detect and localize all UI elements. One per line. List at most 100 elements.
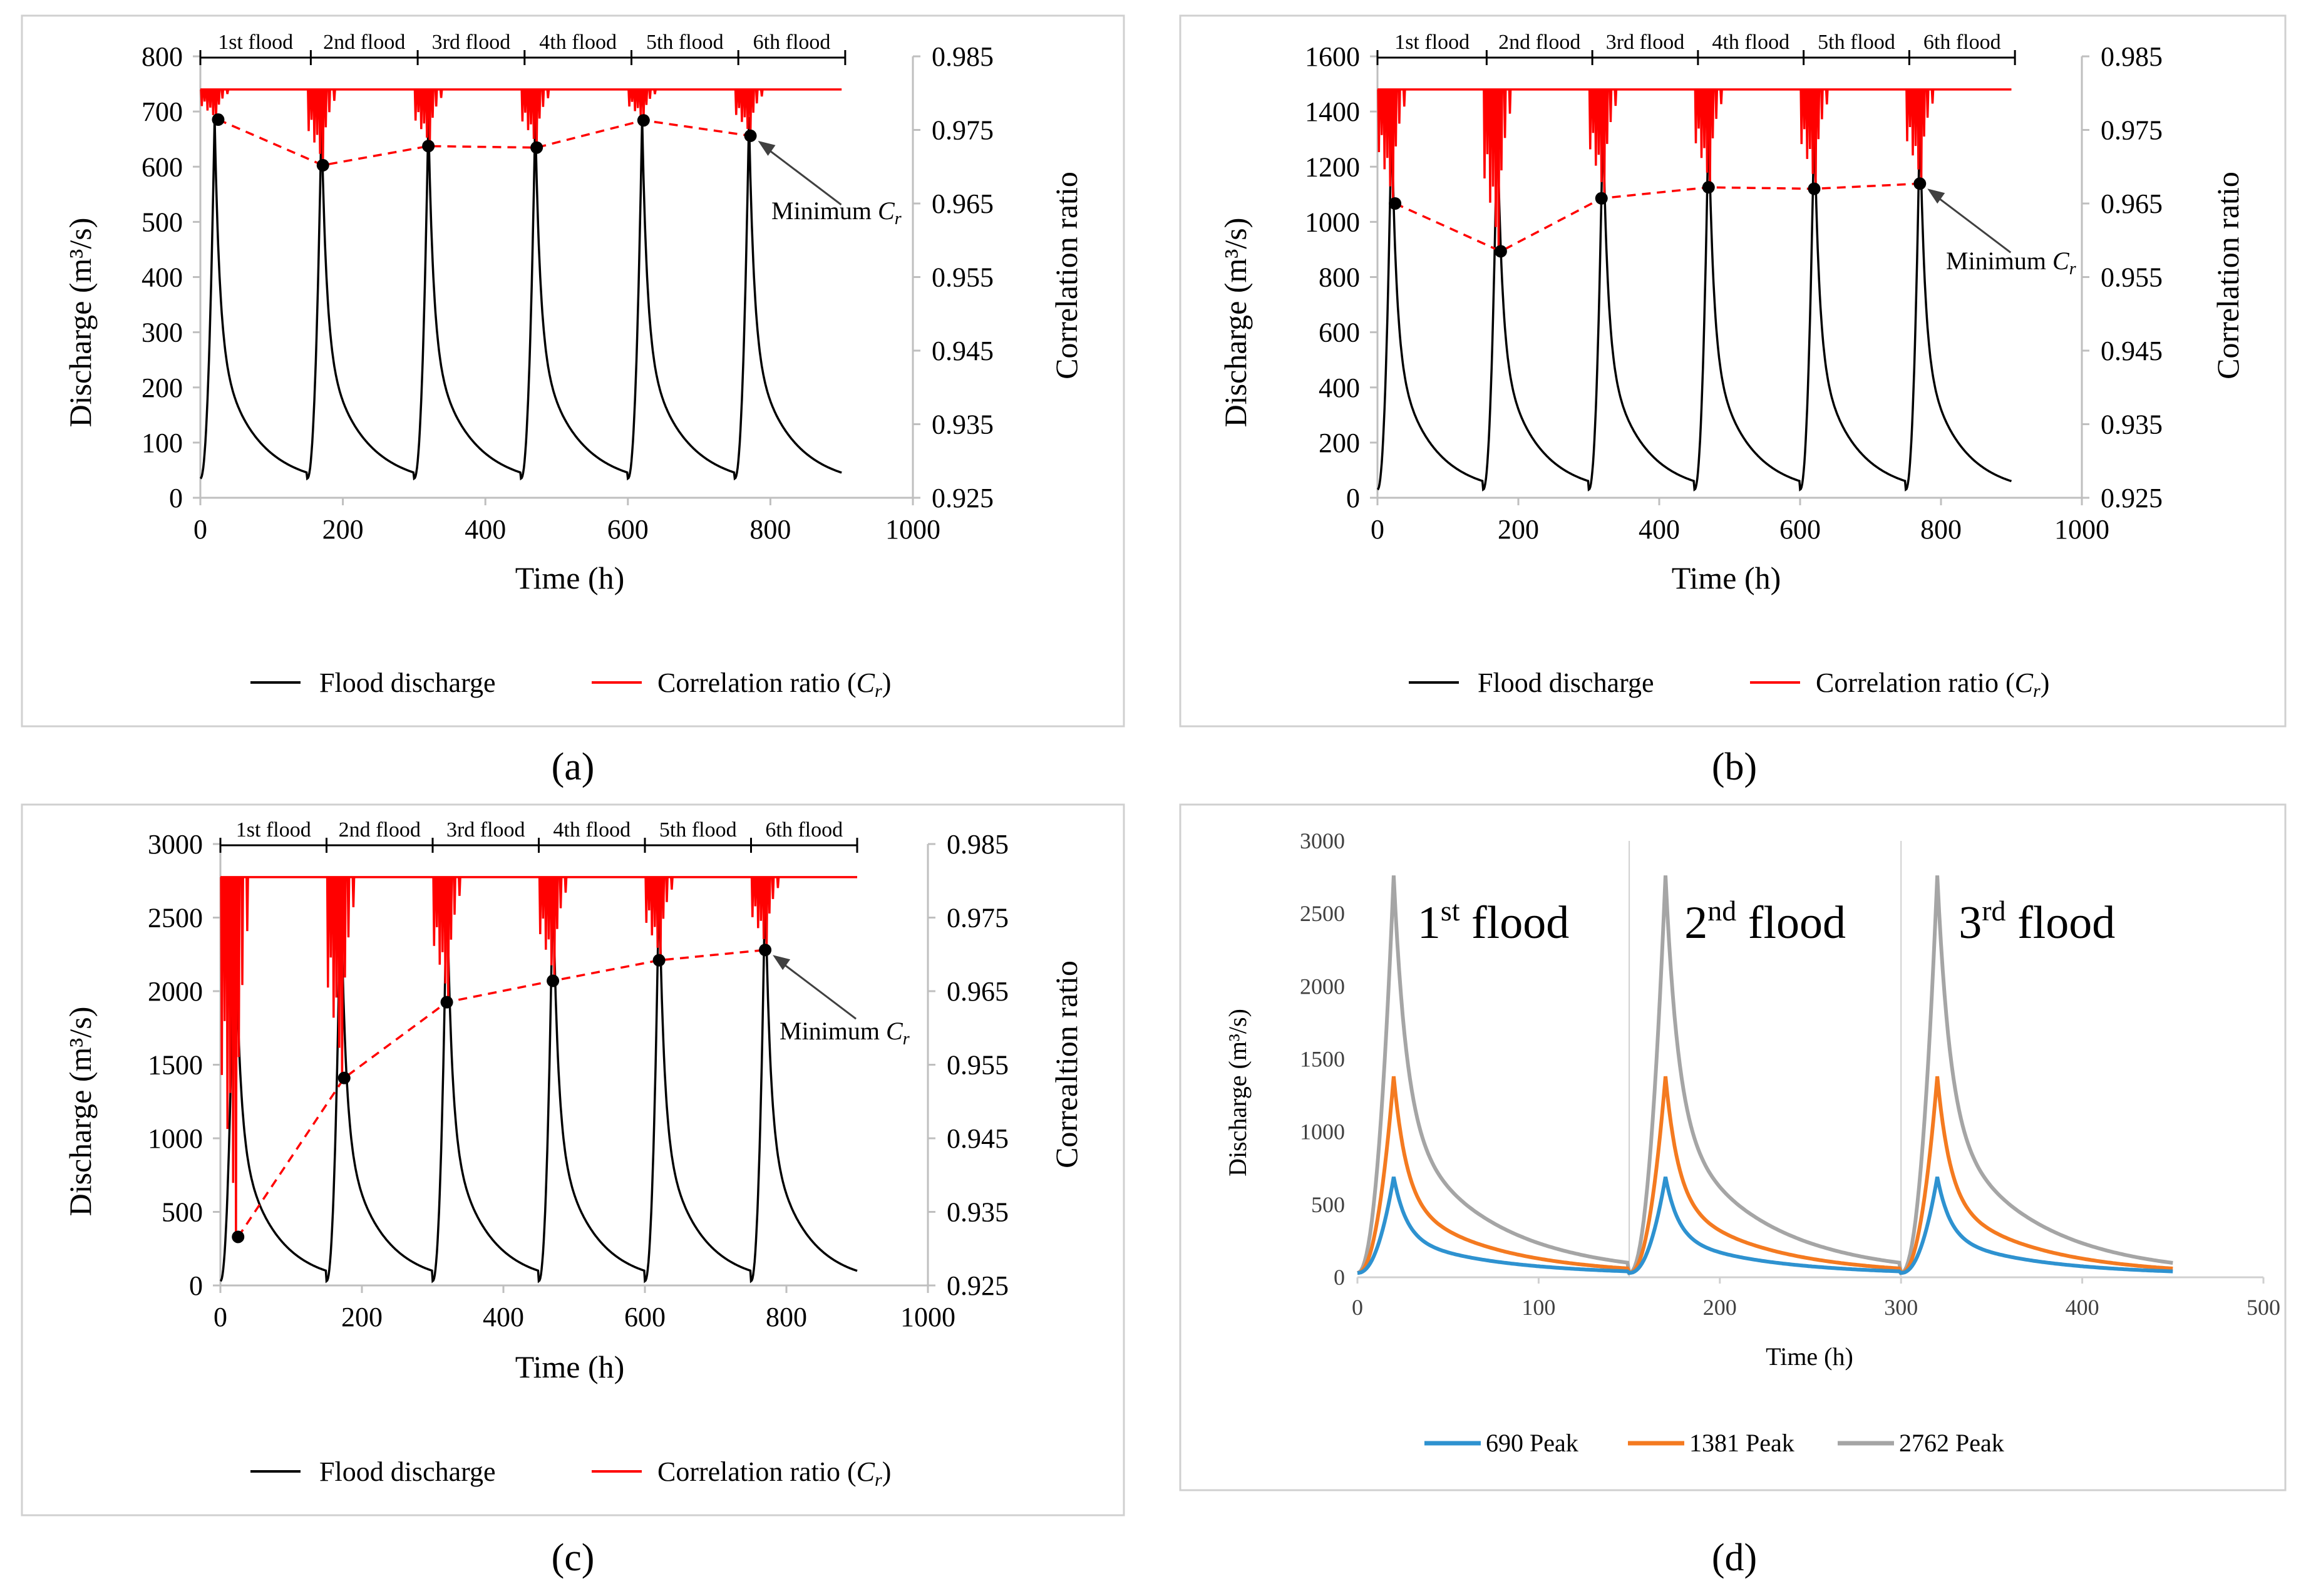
minimum-cr-point — [212, 113, 225, 126]
x-tick-label: 200 — [341, 1302, 383, 1332]
y-tick-label: 400 — [142, 262, 183, 293]
minimum-cr-point — [652, 954, 666, 967]
panel-d-xlabel: Time (h) — [1766, 1342, 1853, 1371]
flood-label: 3rd flood — [432, 31, 511, 54]
panel-a-ylabel: Discharge (m³/s) — [63, 218, 98, 428]
y-tick-label: 500 — [162, 1197, 203, 1228]
y-tick-label: 1500 — [148, 1050, 203, 1081]
annotation-arrow-line — [761, 143, 842, 206]
panel-a: 0 200 400 600 800 1000 0 100 200 300 400 500 600 700 8… — [21, 14, 1125, 728]
legend-correlation-label: Correlation ratio (Cr) — [657, 667, 891, 701]
y-tick-label: 0 — [189, 1270, 203, 1301]
x-tick-label: 200 — [1703, 1295, 1737, 1320]
y-right-tick-label: 0.985 — [932, 41, 994, 72]
panel-label-a: (a) — [552, 746, 595, 788]
y-tick-label: 200 — [142, 373, 183, 403]
annotation-arrow-head — [1927, 188, 1945, 204]
annotation-arrow-line — [776, 958, 857, 1020]
minimum-cr-point — [1913, 177, 1927, 190]
panel-c-frame — [21, 803, 1125, 1516]
x-tick-label: 400 — [1639, 514, 1680, 545]
flood-label: 5th flood — [1818, 31, 1895, 54]
panel-a-frame — [21, 14, 1125, 728]
legend-label: 2762 Peak — [1899, 1429, 2004, 1457]
panel-label-d: (d) — [1712, 1537, 1757, 1579]
panel-b-ylabel-right: Correlation ratio — [2210, 172, 2245, 379]
panel-d: 0 100 200 300 400 500 0 500 1000 1500 2000 2500 3000… — [1179, 803, 2287, 1491]
x-tick-label: 0 — [1352, 1295, 1363, 1320]
x-tick-label: 200 — [322, 514, 364, 545]
y-tick-label: 1000 — [1300, 1120, 1345, 1145]
y-tick-label: 500 — [142, 207, 183, 237]
discharge-line — [1376, 116, 2012, 492]
flood-label: 6th flood — [765, 818, 843, 842]
legend-discharge-label: Flood discharge — [1478, 667, 1654, 698]
flood-label: 6th flood — [1923, 31, 2001, 54]
panel-b-ylabel: Discharge (m³/s) — [1218, 218, 1253, 428]
y-tick-label: 3000 — [148, 829, 203, 860]
flood-label: 5th flood — [659, 818, 737, 842]
annotation-arrow-line — [1930, 192, 2012, 254]
minimum-cr-point — [530, 141, 543, 154]
panel-d-plot: 0 100 200 300 400 500 0 500 1000 1500 2000 2500 3000… — [1300, 828, 2280, 1320]
y-tick-label: 3000 — [1300, 828, 1345, 853]
minimum-cr-point — [422, 140, 435, 153]
panel-a-plot: 0 200 400 600 800 1000 0 100 200 300 400 500 600 700 8… — [142, 31, 994, 545]
y-tick-label: 800 — [142, 41, 183, 72]
y-tick-label: 1200 — [1305, 152, 1360, 182]
minimum-cr-point — [1389, 197, 1402, 210]
flood-label: 2nd flood — [323, 31, 405, 54]
y-right-tick-label: 0.925 — [932, 483, 994, 513]
minimum-cr-point — [337, 1071, 351, 1084]
x-tick-label: 100 — [1521, 1295, 1555, 1320]
x-tick-label: 1000 — [2054, 514, 2109, 545]
y-right-tick-label: 0.955 — [2101, 262, 2163, 293]
y-right-tick-label: 0.955 — [947, 1050, 1009, 1081]
x-tick-label: 0 — [193, 514, 207, 545]
y-tick-label: 700 — [142, 96, 183, 127]
panel-a-annotation: Minimum Cr — [771, 197, 902, 229]
y-tick-label: 2500 — [148, 903, 203, 934]
flood-label: 2nd flood — [1498, 31, 1580, 54]
y-tick-label: 800 — [1319, 262, 1360, 293]
series-line-690 — [1357, 1176, 2173, 1275]
panel-b-xlabel: Time (h) — [1672, 560, 1781, 595]
series-line-2762 — [1357, 875, 2173, 1275]
minimum-cr-point — [232, 1230, 245, 1243]
y-right-tick-label: 0.965 — [932, 188, 994, 219]
y-tick-label: 1000 — [1305, 207, 1360, 237]
minimum-cr-point — [1808, 182, 1821, 195]
correlation-line — [220, 876, 857, 1237]
minimum-cr-point — [759, 944, 772, 957]
x-tick-label: 1000 — [900, 1302, 955, 1332]
y-right-tick-label: 0.935 — [932, 409, 994, 440]
x-tick-label: 400 — [2066, 1295, 2099, 1320]
minimum-cr-point — [547, 974, 560, 987]
x-tick-label: 1000 — [885, 514, 940, 545]
panel-c-xlabel: Time (h) — [515, 1349, 625, 1384]
panel-label-b: (b) — [1712, 746, 1757, 788]
legend-label: 690 Peak — [1486, 1429, 1578, 1457]
minimum-cr-trend — [1394, 182, 1920, 253]
annotation-arrow-head — [758, 140, 776, 156]
y-tick-label: 0 — [169, 483, 183, 513]
correlation-line — [200, 88, 842, 165]
correlation-line — [1377, 88, 2012, 252]
x-tick-label: 500 — [2247, 1295, 2280, 1320]
panel-d-frame — [1179, 803, 2287, 1491]
panel-b: 0 200 400 600 800 1000 0 200 400 600 800 1000 1200 14… — [1179, 14, 2287, 728]
panel-c: 0 200 400 600 800 1000 0 500 1000 1500 2000 2500 300… — [21, 803, 1125, 1516]
legend-correlation-label: Correlation ratio (Cr) — [657, 1456, 891, 1490]
panel-c-legend: Flood discharge Correlation ratio (Cr) — [250, 1456, 891, 1490]
flood-label: 6th flood — [753, 31, 831, 54]
x-tick-label: 600 — [624, 1302, 666, 1332]
legend-correlation-label: Correlation ratio (Cr) — [1816, 667, 2049, 701]
flood-label: 4th flood — [539, 31, 617, 54]
panel-b-legend: Flood discharge Correlation ratio (Cr) — [1409, 667, 2049, 701]
y-tick-label: 200 — [1319, 428, 1360, 458]
panel-a-ylabel-right: Correlation ratio — [1049, 172, 1084, 379]
y-tick-label: 1500 — [1300, 1047, 1345, 1072]
y-tick-label: 1600 — [1305, 41, 1360, 72]
minimum-cr-trend — [217, 118, 751, 167]
